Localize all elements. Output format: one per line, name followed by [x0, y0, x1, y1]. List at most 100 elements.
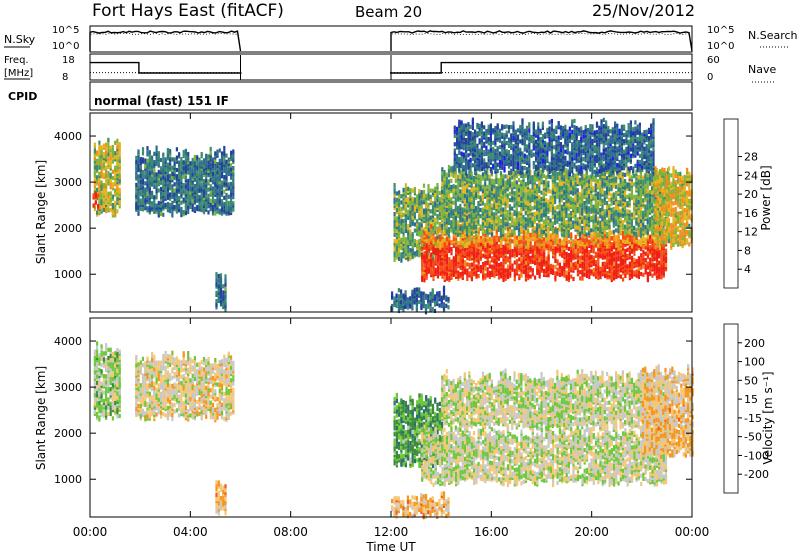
- power-cell-3936: [477, 194, 480, 199]
- power-cell-46: [98, 196, 101, 201]
- power-cell-890: [200, 152, 203, 157]
- power-cell-2447: [558, 262, 561, 267]
- power-cell-3431: [597, 239, 600, 244]
- power-cell-4644: [558, 223, 561, 228]
- power-cell-2086: [488, 250, 491, 255]
- power-cell-3126: [459, 238, 462, 243]
- power-cell-2433: [554, 250, 557, 255]
- power-cell-1157: [230, 171, 233, 176]
- power-cell-3820: [466, 196, 469, 201]
- power-cell-2378: [543, 258, 546, 263]
- power-cell-3233: [509, 243, 512, 248]
- power-cell-3256: [518, 240, 521, 245]
- power-cell-1614: [434, 197, 437, 202]
- power-cell-3176: [479, 238, 482, 243]
- power-cell-3281: [527, 231, 530, 236]
- power-cell-3007: [660, 275, 663, 280]
- power-cell-2801: [622, 250, 625, 255]
- power-cell-4530: [545, 216, 548, 221]
- power-cell-4407: [531, 187, 534, 192]
- power-cell-725: [182, 154, 185, 159]
- power-cell-4189: [506, 203, 509, 208]
- power-cell-1028: [216, 191, 219, 196]
- power-cell-3425: [594, 243, 598, 248]
- power-cell-3840: [468, 208, 471, 213]
- power-cell-1246: [398, 223, 401, 228]
- power-cell-2027: [477, 251, 480, 256]
- power-cell-327: [137, 157, 140, 162]
- power-cell-1201: [393, 212, 396, 217]
- power-cell-3736: [457, 197, 460, 202]
- power-cell-1178: [232, 168, 235, 173]
- power-cell-820: [193, 177, 196, 182]
- power-cell-198: [111, 149, 114, 154]
- power-cell-1660: [438, 205, 441, 210]
- power-cell-919: [205, 191, 208, 196]
- power-cell-1772: [434, 267, 437, 272]
- power-cell-1087: [220, 151, 224, 156]
- power-cell-3329: [547, 233, 550, 238]
- power-cell-2513: [572, 249, 575, 255]
- power-cell-1925: [459, 253, 462, 258]
- power-cell-2200: [509, 271, 512, 276]
- power-cell-61: [98, 153, 101, 158]
- power-cell-3561: [658, 236, 661, 241]
- power-cell-3718: [454, 191, 457, 196]
- power-cell-4086: [495, 213, 498, 218]
- power-cell-3263: [520, 239, 523, 244]
- power-cell-3909: [475, 216, 478, 221]
- power-cell-2218: [513, 268, 516, 273]
- power-cell-1546: [427, 217, 430, 222]
- power-cell-2908: [642, 264, 645, 269]
- power-cell-3981: [484, 221, 487, 226]
- power-cell-4537: [545, 198, 548, 203]
- power-cell-484: [155, 145, 158, 150]
- power-cell-2257: [520, 256, 523, 262]
- power-cell-509: [160, 203, 163, 208]
- power-cell-4183: [504, 174, 507, 179]
- power-cell-4038: [488, 186, 491, 191]
- power-cell-2066: [486, 271, 489, 276]
- power-cell-53: [98, 182, 101, 187]
- power-cell-4199: [506, 174, 509, 179]
- power-cell-2842: [628, 261, 631, 266]
- power-cell-1950: [464, 268, 467, 273]
- power-cell-4129: [499, 212, 503, 217]
- power-cell-989: [211, 174, 215, 179]
- power-cell-233: [116, 178, 119, 183]
- power-cell-4253: [513, 172, 516, 177]
- power-cell-2595: [588, 268, 591, 273]
- power-cell-4332: [522, 173, 525, 178]
- power-cell-1093: [223, 189, 226, 194]
- power-cell-3231: [506, 226, 510, 232]
- power-cell-3402: [583, 240, 586, 245]
- power-cell-2088: [488, 243, 491, 248]
- power-cell-3262: [520, 241, 523, 246]
- power-cell-3591: [441, 171, 444, 176]
- power-cell-1302: [404, 251, 407, 256]
- power-cell-1131: [227, 200, 230, 206]
- power-cell-1476: [420, 212, 423, 218]
- power-cell-3397: [581, 241, 584, 247]
- power-cell-1889: [452, 241, 455, 246]
- power-cell-1160: [230, 163, 233, 168]
- power-cell-3810: [466, 227, 469, 232]
- power-cell-4305: [520, 196, 523, 201]
- power-cell-3464: [610, 242, 613, 247]
- power-cell-4160: [502, 184, 505, 189]
- power-cell-4274: [517, 227, 521, 232]
- power-cell-4474: [538, 180, 541, 185]
- power-cell-1312: [404, 222, 407, 227]
- power-cell-117: [105, 198, 108, 203]
- freq-left-tick-top: 18: [62, 55, 75, 66]
- power-cell-1532: [427, 252, 430, 257]
- power-cell-3114: [452, 237, 455, 242]
- power-cell-2074: [486, 246, 489, 251]
- power-cell-4501: [542, 229, 545, 235]
- power-cell-4269: [515, 180, 518, 185]
- power-cell-2421: [552, 250, 555, 255]
- power-cell-2093: [491, 264, 494, 269]
- power-cell-3505: [631, 238, 634, 243]
- power-cell-4720: [565, 220, 568, 225]
- power-cell-37: [96, 158, 99, 163]
